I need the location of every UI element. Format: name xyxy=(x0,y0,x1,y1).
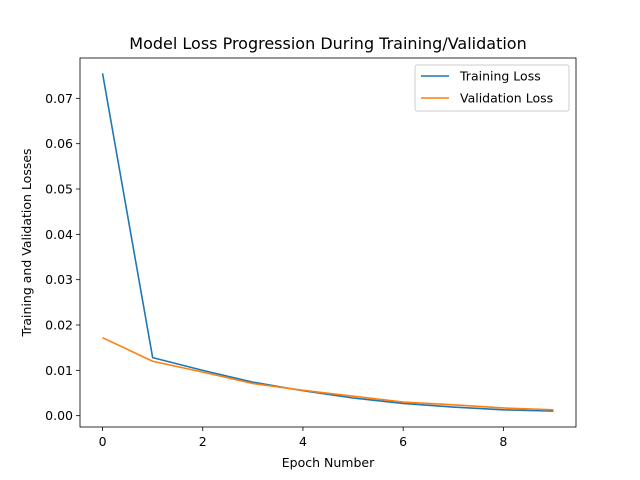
chart-title: Model Loss Progression During Training/V… xyxy=(129,34,526,53)
series-layer xyxy=(101,73,554,412)
legend: Training Loss Validation Loss xyxy=(414,64,570,112)
plot-area xyxy=(79,57,577,428)
y-tick-label: 0.07 xyxy=(45,91,73,106)
x-tick-label: 0 xyxy=(99,434,107,449)
legend-label-training-loss: Training Loss xyxy=(459,69,541,84)
y-tick-label: 0.03 xyxy=(45,272,73,287)
plot-frame xyxy=(79,57,577,428)
y-tick-label: 0.05 xyxy=(45,182,73,197)
series-line-validation-loss xyxy=(102,336,554,411)
x-axis-label: Epoch Number xyxy=(282,455,375,470)
y-axis-ticks: 0.00 0.01 0.02 0.03 0.04 0.05 0.06 0.07 xyxy=(45,91,80,423)
plot-background xyxy=(80,58,576,427)
x-tick-label: 2 xyxy=(199,434,207,449)
y-tick-label: 0.00 xyxy=(45,408,73,423)
x-axis-ticks: 0 2 4 6 8 xyxy=(99,427,507,449)
y-axis-label: Training and Validation Losses xyxy=(19,148,34,337)
x-tick-label: 4 xyxy=(299,434,307,449)
x-tick-label: 6 xyxy=(399,434,407,449)
y-tick-label: 0.01 xyxy=(45,363,73,378)
legend-label-validation-loss: Validation Loss xyxy=(460,91,553,106)
y-tick-label: 0.02 xyxy=(45,318,73,333)
legend-box xyxy=(414,64,570,112)
y-tick-label: 0.04 xyxy=(45,227,73,242)
x-tick-label: 8 xyxy=(499,434,507,449)
series-line-training-loss xyxy=(101,73,554,412)
y-tick-label: 0.06 xyxy=(45,136,73,151)
